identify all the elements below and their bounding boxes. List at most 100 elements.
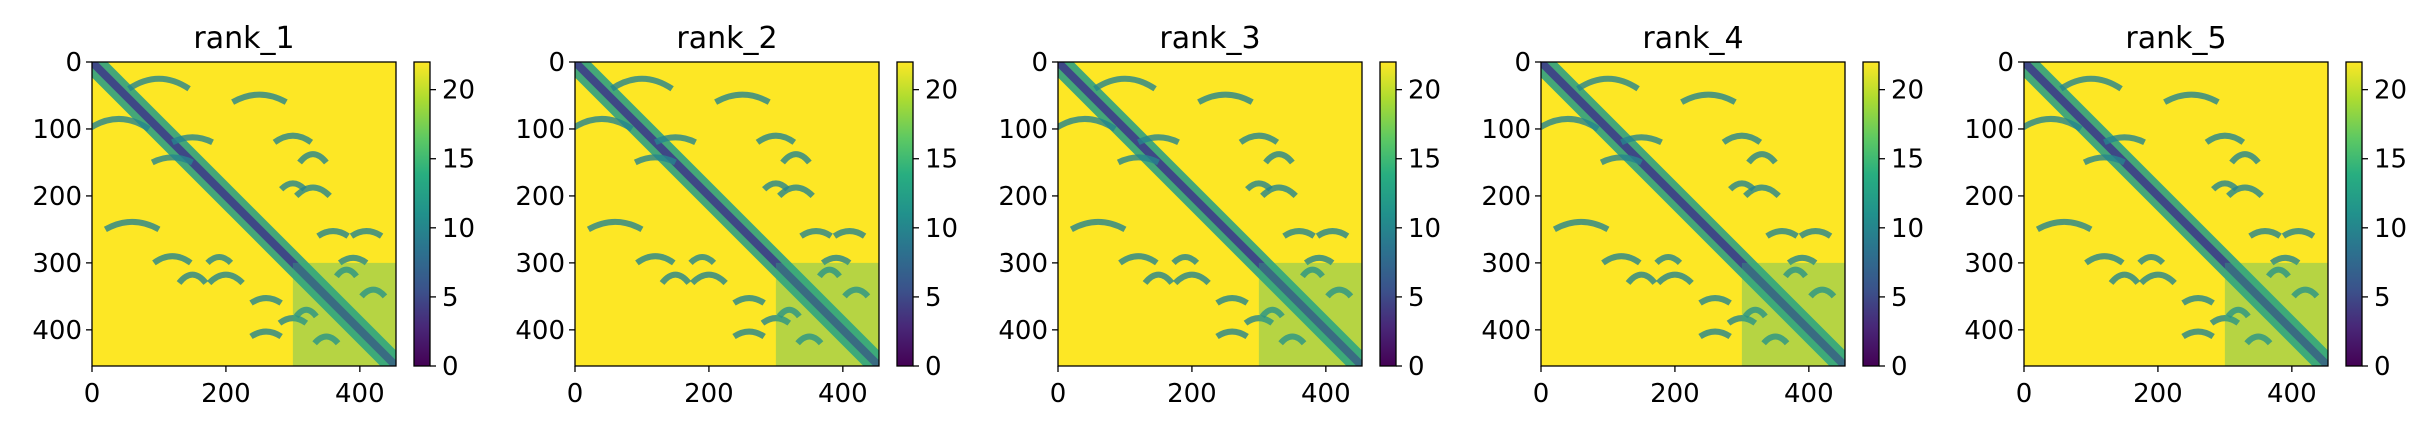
contact-arc: [152, 253, 193, 266]
contact-arc: [2269, 254, 2301, 266]
contact-arc: [205, 254, 234, 266]
contact-arc: [2139, 271, 2177, 286]
contact-arc: [1137, 134, 1180, 146]
contact-arc: [231, 91, 288, 105]
contact-arc: [2084, 253, 2125, 266]
x-tick-label: 200: [1167, 379, 1217, 409]
colorbar: [1862, 61, 1880, 367]
y-tick-label: 100: [1481, 115, 1531, 145]
contact-arc: [1197, 91, 1254, 105]
contact-arc: [1243, 315, 1275, 326]
contact-arc: [127, 75, 191, 92]
contact-arc: [755, 132, 797, 145]
colorbar-tick-label: 15: [2374, 145, 2407, 175]
contact-arc: [776, 306, 802, 319]
contact-arc: [1698, 295, 1732, 306]
colorbar-tick-label: 20: [1891, 76, 1924, 106]
contact-arc: [1654, 254, 1683, 266]
heatmap-cells: [92, 62, 396, 366]
contact-arc: [2108, 271, 2141, 285]
plot-frame: [1540, 61, 1846, 367]
contact-arc: [795, 333, 824, 346]
colorbar-tick-label: 5: [2374, 283, 2391, 313]
y-tick-label: 300: [998, 249, 1048, 279]
contact-arc: [714, 91, 771, 105]
contact-arc: [1698, 328, 1732, 340]
contact-arc: [1786, 254, 1818, 266]
x-tick-label: 400: [335, 379, 385, 409]
y-tick-label: 300: [515, 249, 565, 279]
contact-arc: [2059, 75, 2123, 92]
y-tick-label: 100: [1964, 115, 2014, 145]
contact-arc: [316, 228, 350, 239]
x-tick-label: 0: [84, 379, 101, 409]
contact-arc: [1620, 134, 1663, 146]
colorbar-tick-label: 0: [1891, 352, 1908, 382]
diagonal-band-inner: [1058, 62, 1362, 366]
contact-arc: [1142, 271, 1175, 285]
colorbar-tick-label: 0: [442, 352, 459, 382]
heatmap-panel-4: rank_4 0 100 200 300 400 0 200 400 0 5 10 15 20: [1481, 21, 1924, 409]
colorbar-tick-label: 5: [1891, 283, 1908, 313]
contact-arc: [1808, 286, 1837, 299]
contact-arc: [817, 266, 842, 279]
y-tick-label: 100: [32, 115, 82, 145]
heatmap-cells: [1541, 62, 1845, 366]
y-tick-label: 300: [32, 249, 82, 279]
contact-arc: [2024, 116, 2083, 132]
contact-arc: [1303, 254, 1335, 266]
contact-arc: [575, 116, 634, 132]
colorbar-tick-label: 20: [2374, 76, 2407, 106]
contact-arc: [842, 286, 871, 299]
y-tick-label: 200: [1481, 182, 1531, 212]
x-tick-label: 200: [1650, 379, 1700, 409]
y-tick-label: 200: [32, 182, 82, 212]
contact-arc: [1259, 306, 1285, 319]
colorbar-tick-label: 0: [925, 352, 942, 382]
y-tick-label: 200: [1964, 182, 2014, 212]
contact-arc: [1625, 271, 1658, 285]
heatmap-cells: [1058, 62, 1362, 366]
colorbar-tick-label: 20: [1408, 76, 1441, 106]
y-tick-label: 200: [998, 182, 1048, 212]
contact-arc: [654, 134, 697, 146]
contact-arc: [1746, 151, 1778, 165]
colorbar-tick-label: 15: [1408, 145, 1441, 175]
contact-arc: [176, 271, 209, 285]
heatmap-cells: [2024, 62, 2328, 366]
contact-arc: [586, 218, 644, 233]
contact-arc: [1552, 218, 1610, 233]
low-error-block: [1258, 262, 1362, 366]
contact-arc: [249, 295, 283, 306]
contact-arc: [2291, 286, 2320, 299]
contact-arc: [1761, 333, 1790, 346]
contact-arc: [171, 134, 214, 146]
contact-arc: [293, 306, 319, 319]
contact-arc: [832, 228, 867, 239]
x-tick-label: 200: [2133, 379, 2183, 409]
contact-arc: [272, 132, 314, 145]
contact-arc: [760, 315, 792, 326]
colorbar-tick-label: 15: [1891, 145, 1924, 175]
contact-arc: [1798, 228, 1833, 239]
x-tick-label: 400: [1784, 379, 1834, 409]
low-error-block: [1741, 262, 1845, 366]
contact-arc: [1260, 184, 1298, 199]
contact-arc: [2181, 295, 2215, 306]
contact-arc: [633, 154, 677, 166]
contact-arc: [312, 333, 341, 346]
contact-arc: [2163, 91, 2220, 105]
colorbar: [413, 61, 431, 367]
colorbar-tick-label: 5: [442, 283, 459, 313]
contact-arc: [1278, 333, 1307, 346]
chart-title: rank_2: [676, 21, 777, 56]
contact-arc: [359, 286, 388, 299]
diagonal-band-inner: [575, 62, 879, 366]
colorbar: [1379, 61, 1397, 367]
colorbar-tick-label: 0: [2374, 352, 2391, 382]
contact-arc: [277, 315, 309, 326]
chart-title: rank_5: [2125, 21, 2226, 56]
contact-arc: [1282, 228, 1316, 239]
x-tick-label: 0: [567, 379, 584, 409]
